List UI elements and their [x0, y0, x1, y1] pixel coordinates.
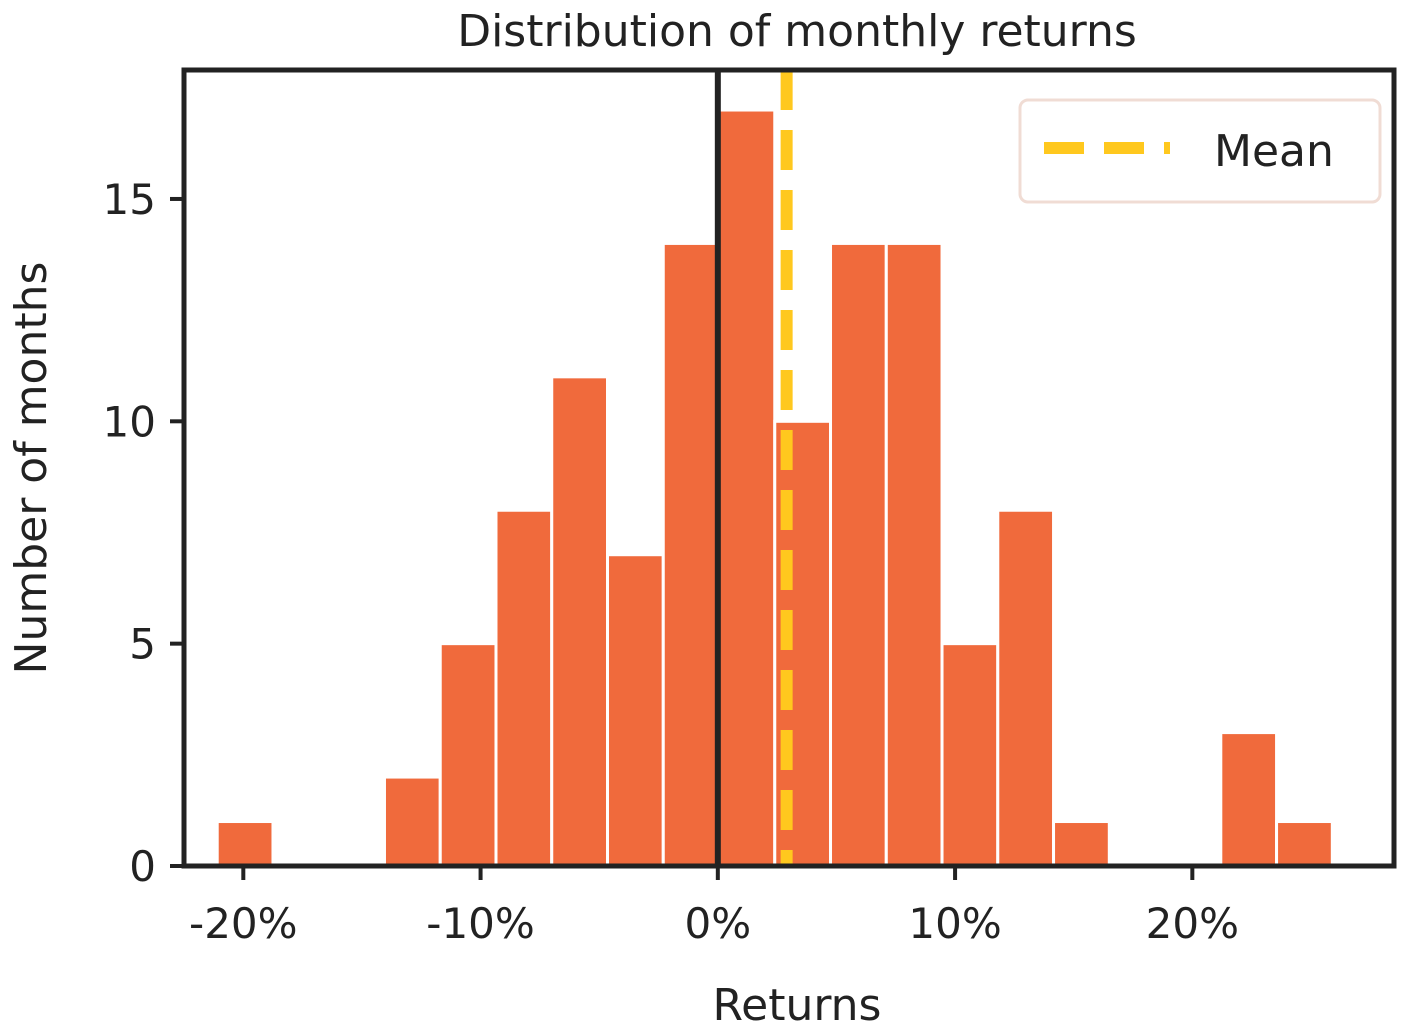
legend-box [1018, 98, 1382, 204]
y-tick-label: 5 [129, 620, 156, 669]
y-axis-label: Number of months [6, 262, 57, 675]
x-axis-ticks: -20% -10% 0% 10% 20% [189, 866, 1239, 948]
histogram-bar [1275, 820, 1334, 868]
y-tick-label: 10 [103, 397, 156, 446]
x-axis-label: Returns [713, 980, 882, 1029]
histogram-bar [606, 553, 665, 868]
y-tick-label: 0 [129, 842, 156, 891]
histogram-bar [1052, 820, 1111, 868]
bars-group [215, 108, 1334, 868]
histogram-bar [215, 820, 275, 868]
x-tick-label: 10% [908, 899, 1001, 948]
x-tick-label: -10% [426, 899, 535, 948]
histogram-bar [494, 508, 554, 868]
legend: Mean [1018, 98, 1382, 204]
x-tick-label: -20% [189, 899, 298, 948]
histogram-bar [1219, 731, 1279, 868]
histogram-bar [717, 108, 777, 868]
y-axis-ticks: 0 5 10 15 [103, 175, 184, 891]
x-tick-label: 0% [685, 899, 752, 948]
histogram-bar [940, 642, 1000, 868]
histogram-bar [382, 775, 442, 868]
chart-title: Distribution of monthly returns [457, 6, 1137, 57]
histogram-bar [884, 241, 944, 868]
histogram-bar [829, 241, 888, 868]
histogram-bar [996, 508, 1056, 868]
legend-mean-label: Mean [1214, 126, 1334, 177]
histogram-bar [438, 642, 498, 868]
x-tick-label: 20% [1146, 899, 1239, 948]
y-tick-label: 15 [103, 175, 156, 224]
plot-frame [181, 67, 1397, 869]
histogram-bar [661, 241, 721, 868]
histogram-bar [550, 375, 610, 868]
